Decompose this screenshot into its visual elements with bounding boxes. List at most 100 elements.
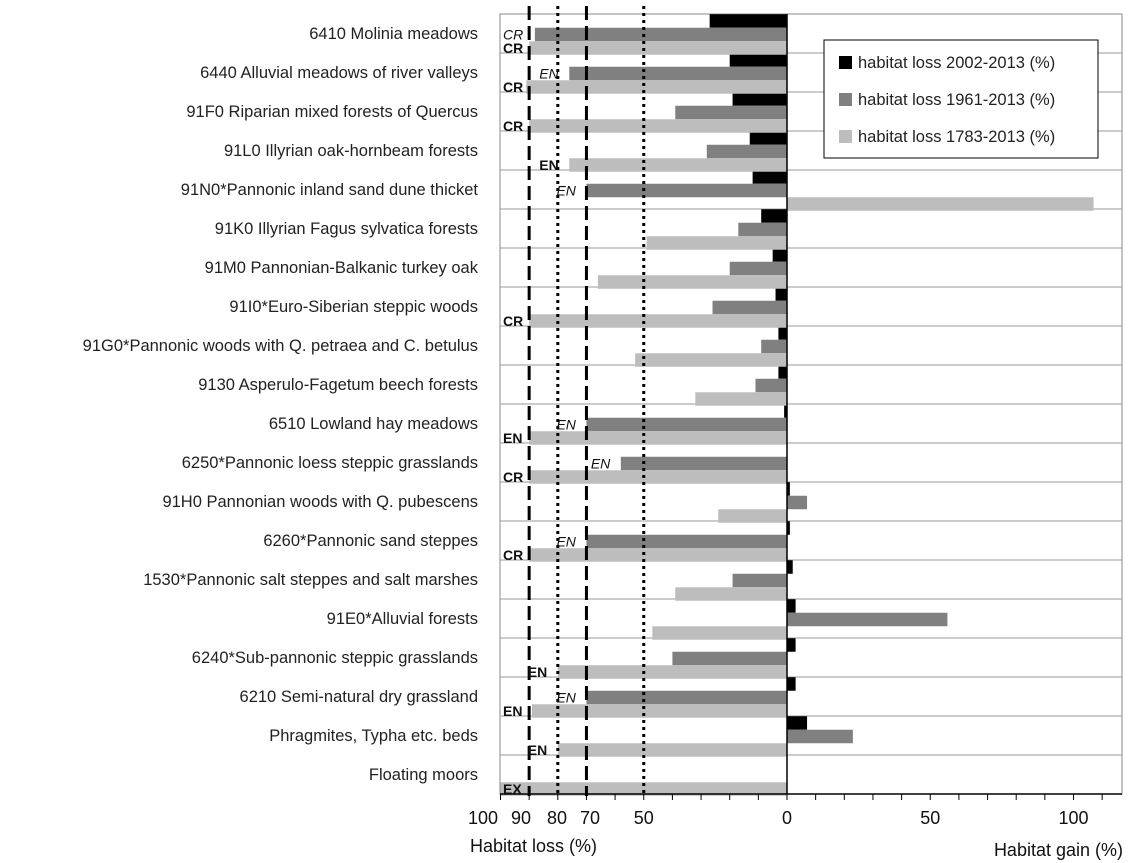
bar-habitat-loss-1961-2013-4 — [586, 183, 787, 198]
bar-habitat-loss-2002-2013-6 — [772, 248, 787, 262]
bar-habitat-loss-1783-2013-17 — [532, 704, 787, 718]
x-tick-label: 100 — [1058, 808, 1088, 828]
bar-habitat-loss-2002-2013-7 — [775, 287, 787, 301]
status-label-cr: CR — [503, 79, 523, 95]
category-label: 6440 Alluvial meadows of river valleys — [200, 64, 478, 82]
legend-swatch-habitat-loss-2002-2013 — [839, 56, 852, 69]
status-label-en: EN — [503, 703, 522, 719]
bar-habitat-loss-1961-2013-10 — [586, 417, 787, 432]
bar-habitat-loss-2002-2013-12 — [787, 482, 790, 496]
category-label: 1530*Pannonic salt steppes and salt mars… — [143, 571, 478, 589]
status-label-en: EN — [539, 157, 558, 173]
status-label-en: EN — [556, 690, 576, 706]
status-label-cr: CR — [503, 27, 523, 43]
bar-habitat-loss-2002-2013-1 — [729, 53, 787, 67]
status-label-cr: CR — [503, 40, 523, 56]
status-label-en: EN — [528, 664, 547, 680]
bar-habitat-loss-1961-2013-12 — [787, 495, 808, 510]
x-axis-title-loss: Habitat loss (%) — [470, 836, 597, 856]
bar-habitat-loss-1961-2013-7 — [712, 300, 787, 315]
category-label: 91I0*Euro-Siberian steppic woods — [229, 298, 478, 316]
x-axis-title-gain: Habitat gain (%) — [994, 840, 1123, 860]
status-label-en: EN — [528, 742, 547, 758]
bar-habitat-loss-1961-2013-2 — [675, 105, 787, 120]
bar-habitat-loss-1783-2013-12 — [718, 509, 787, 523]
category-label: 6260*Pannonic sand steppes — [263, 532, 478, 550]
bar-habitat-loss-1783-2013-14 — [675, 587, 787, 601]
bar-habitat-loss-1783-2013-11 — [529, 470, 787, 484]
bar-habitat-loss-1961-2013-13 — [586, 534, 787, 549]
category-label: 9130 Asperulo-Fagetum beech forests — [198, 376, 478, 394]
bar-habitat-loss-1961-2013-3 — [706, 144, 787, 159]
bar-habitat-loss-2002-2013-15 — [787, 599, 796, 613]
bar-habitat-loss-1783-2013-6 — [597, 275, 787, 289]
bar-habitat-loss-2002-2013-13 — [787, 521, 790, 535]
bar-habitat-loss-1961-2013-11 — [620, 456, 787, 471]
legend-swatch-habitat-loss-1961-2013 — [839, 93, 852, 106]
status-label-cr: CR — [503, 547, 523, 563]
category-label: 91E0*Alluvial forests — [327, 610, 478, 628]
status-label-en: EN — [556, 417, 576, 433]
x-tick-label: 0 — [782, 808, 792, 828]
legend-box — [823, 39, 1099, 159]
bar-habitat-loss-2002-2013-0 — [709, 14, 787, 28]
status-label-en: EN — [556, 534, 576, 550]
category-label: Phragmites, Typha etc. beds — [269, 727, 478, 745]
bar-habitat-loss-2002-2013-14 — [787, 560, 793, 574]
legend-label: habitat loss 2002-2013 (%) — [858, 54, 1055, 72]
bar-habitat-loss-1783-2013-18 — [557, 743, 787, 757]
category-label: 6250*Pannonic loess steppic grasslands — [182, 454, 478, 472]
bar-habitat-loss-2002-2013-2 — [732, 92, 787, 106]
bar-habitat-loss-1961-2013-15 — [787, 612, 948, 627]
bar-habitat-loss-2002-2013-9 — [778, 365, 787, 379]
bar-habitat-loss-1783-2013-0 — [529, 41, 787, 55]
bar-habitat-loss-1961-2013-8 — [761, 339, 787, 354]
category-label: 91M0 Pannonian-Balkanic turkey oak — [205, 259, 479, 277]
bar-habitat-loss-1783-2013-5 — [646, 236, 787, 250]
bar-habitat-loss-1961-2013-1 — [569, 66, 787, 81]
bar-habitat-loss-1783-2013-7 — [529, 314, 787, 328]
bar-habitat-loss-1783-2013-19 — [500, 782, 787, 796]
x-tick-label: 50 — [634, 808, 654, 828]
bar-habitat-loss-1961-2013-0 — [534, 27, 787, 42]
bar-habitat-loss-2002-2013-5 — [761, 209, 787, 223]
bar-habitat-loss-1783-2013-10 — [529, 431, 787, 445]
legend-label: habitat loss 1783-2013 (%) — [858, 128, 1055, 146]
status-label-cr: CR — [503, 313, 523, 329]
bar-habitat-loss-1783-2013-1 — [526, 80, 787, 94]
status-label-en: EN — [539, 66, 559, 82]
status-label-ex: EX — [503, 781, 522, 797]
bar-habitat-loss-1783-2013-4 — [787, 197, 1094, 211]
bar-habitat-loss-2002-2013-10 — [784, 404, 787, 418]
bar-habitat-loss-1783-2013-9 — [695, 392, 787, 406]
category-label: 6510 Lowland hay meadows — [269, 415, 478, 433]
category-label: 91N0*Pannonic inland sand dune thicket — [181, 181, 479, 199]
bar-habitat-loss-1783-2013-16 — [557, 665, 787, 679]
bar-habitat-loss-1783-2013-13 — [529, 548, 787, 562]
bar-habitat-loss-1961-2013-5 — [738, 222, 787, 237]
x-tick-label: 100 — [468, 808, 498, 828]
category-label: 6210 Semi-natural dry grassland — [240, 688, 478, 706]
bar-habitat-loss-1783-2013-2 — [529, 119, 787, 133]
bar-habitat-loss-1961-2013-17 — [586, 690, 787, 705]
status-label-en: EN — [591, 456, 611, 472]
x-tick-label: 90 — [511, 808, 531, 828]
category-label: Floating moors — [369, 766, 478, 784]
bar-habitat-loss-2002-2013-4 — [752, 170, 787, 184]
legend-swatch-habitat-loss-1783-2013 — [839, 130, 852, 143]
status-label-en: EN — [503, 430, 522, 446]
bar-habitat-loss-1961-2013-16 — [672, 651, 787, 666]
category-label: 91F0 Riparian mixed forests of Quercus — [186, 103, 478, 121]
bar-habitat-loss-2002-2013-8 — [778, 326, 787, 340]
x-tick-label: 50 — [920, 808, 940, 828]
category-label: 6410 Molinia meadows — [309, 25, 478, 43]
category-label: 6240*Sub-pannonic steppic grasslands — [192, 649, 478, 667]
legend-label: habitat loss 1961-2013 (%) — [858, 91, 1055, 109]
bar-habitat-loss-1961-2013-6 — [729, 261, 787, 276]
bar-habitat-loss-2002-2013-16 — [787, 638, 796, 652]
status-label-en: EN — [556, 183, 576, 199]
category-label: 91H0 Pannonian woods with Q. pubescens — [162, 493, 478, 511]
bar-habitat-loss-2002-2013-3 — [749, 131, 787, 145]
bar-habitat-loss-1783-2013-8 — [635, 353, 787, 367]
